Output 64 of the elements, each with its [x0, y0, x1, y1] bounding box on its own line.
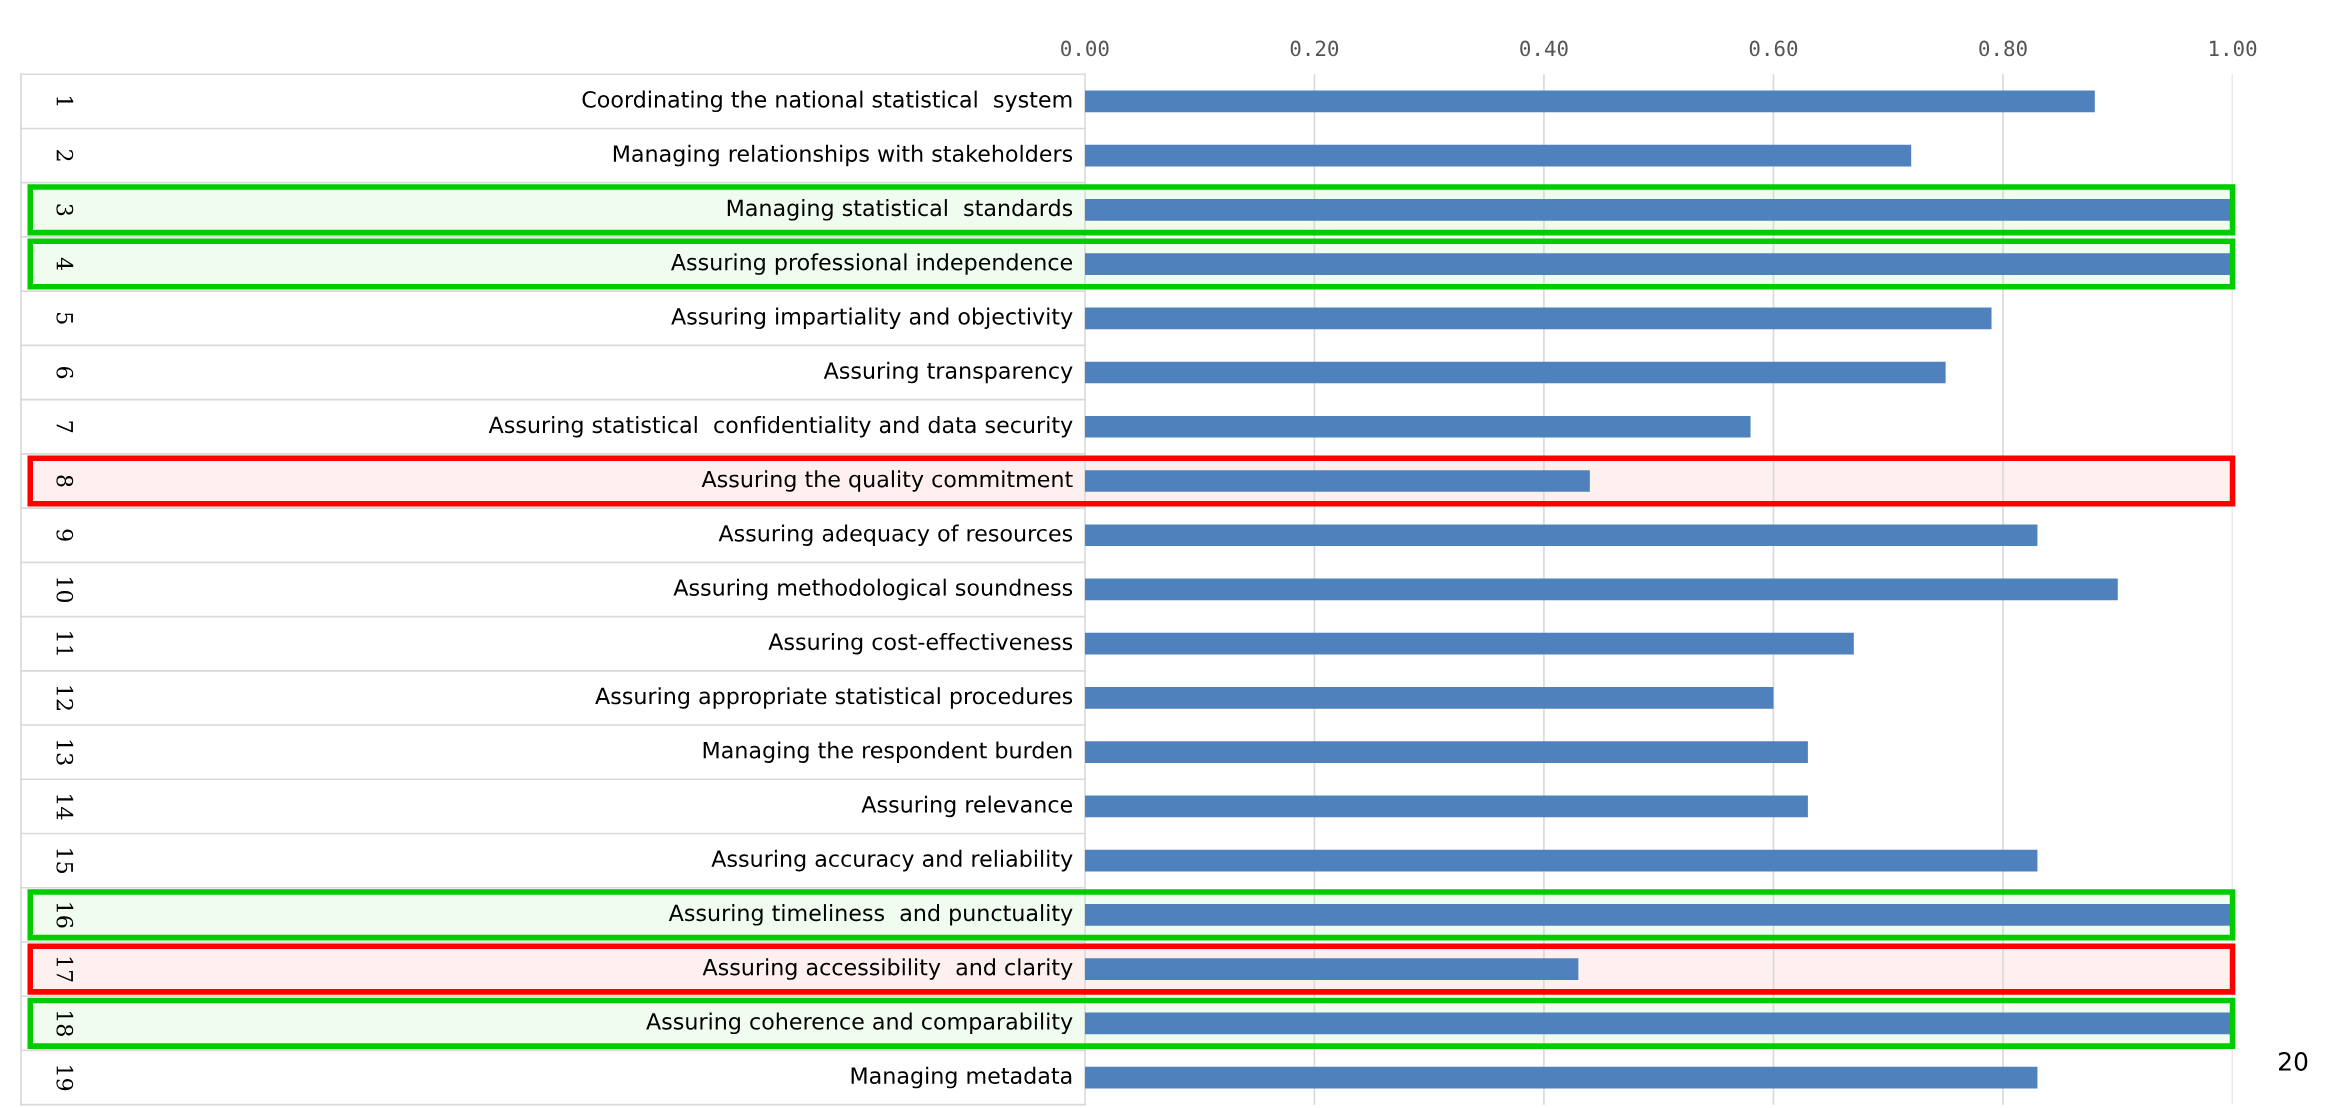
text: 13 [56, 740, 74, 765]
x-tick-label: 0.80 [1979, 40, 2027, 57]
bar [1084, 361, 1946, 384]
text: 14 [56, 794, 74, 820]
y-tick-label: Assuring accuracy and reliability [711, 849, 1073, 872]
y-tick-label: Assuring adequacy of resources [718, 524, 1073, 546]
y-tick-label: Managing statistical standards [727, 199, 1073, 221]
text: 2 [56, 150, 74, 161]
text: 20 [2279, 1052, 2308, 1071]
text: 10 [56, 578, 74, 603]
bar [1084, 253, 2233, 275]
y-tick-label: Assuring appropriate statistical procedures [595, 687, 1073, 709]
y-tick-label: Assuring professional independence [671, 253, 1073, 275]
text: 3 [56, 204, 74, 216]
text: 12 [56, 686, 74, 710]
bar [1084, 524, 2038, 547]
y-tick-label: Assuring methodological soundness [673, 578, 1073, 601]
y-tick-label: Assuring impartiality and objectivity [671, 307, 1073, 330]
y-tick-label: Assuring statistical confidentiality and data security [488, 416, 1073, 438]
bar [1084, 90, 2095, 113]
y-tick-label: Coordinating the national statistical system [582, 90, 1072, 113]
bar [1084, 849, 2038, 872]
x-tick-label: 0.40 [1520, 40, 1568, 57]
bar [1084, 1012, 2233, 1035]
text: 5 [56, 313, 73, 324]
text: 15 [56, 849, 74, 874]
bar [1084, 687, 1774, 709]
bar [1084, 958, 1579, 980]
y-tick-label: Assuring accessibility and clarity [702, 958, 1073, 980]
bar [1084, 470, 1590, 492]
x-tick-label: 0.00 [1061, 40, 1109, 57]
y-tick-label: Assuring cost-effectiveness [768, 632, 1073, 655]
y-tick-label: Assuring the quality commitment [701, 470, 1073, 492]
text: 8 [56, 475, 74, 487]
text: 6 [56, 366, 74, 379]
bar [1084, 904, 2233, 926]
x-tick-label: 0.60 [1749, 40, 1798, 57]
bar [1084, 198, 2233, 221]
text: 19 [56, 1066, 74, 1091]
y-tick-label: Assuring timeliness and punctuality [668, 904, 1073, 926]
bar [1084, 741, 1808, 763]
y-tick-label: Managing metadata [851, 1066, 1072, 1089]
text: 16 [56, 903, 74, 928]
bar [1084, 1066, 2038, 1089]
text: 17 [56, 957, 74, 982]
y-tick-label: Assuring relevance [861, 795, 1073, 818]
y-tick-label: Managing the respondent burden [703, 741, 1072, 763]
text: 7 [56, 421, 73, 433]
text: 9 [56, 529, 74, 541]
x-tick-label: 1.00 [2209, 40, 2257, 57]
text: 18 [56, 1011, 74, 1036]
y-tick-label: Assuring transparency [823, 361, 1073, 384]
text: 1 [56, 97, 74, 106]
bar [1084, 415, 1751, 438]
bar [1084, 307, 1992, 330]
bar [1084, 795, 1808, 818]
y-tick-label: Assuring coherence and comparability [646, 1012, 1073, 1035]
bar [1084, 632, 1854, 655]
text: 11 [56, 632, 74, 655]
bar [1084, 578, 2118, 601]
y-tick-label: Managing relationships with stakeholders [613, 144, 1073, 167]
text: 4 [56, 257, 74, 271]
x-tick-label: 0.20 [1290, 40, 1339, 57]
bar [1084, 144, 1912, 167]
